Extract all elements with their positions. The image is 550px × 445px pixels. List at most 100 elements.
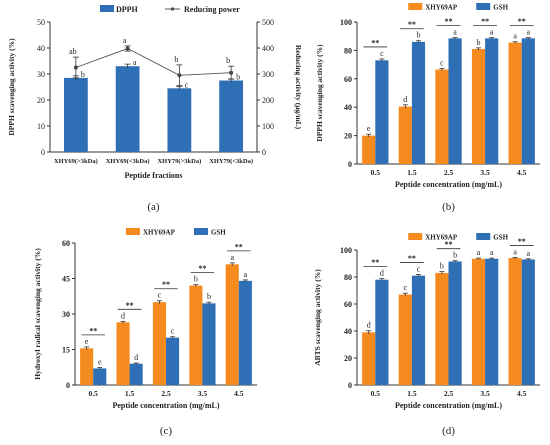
c-bar-letter: e <box>98 357 102 366</box>
c-legend-label-xhy69ap: XHY69AP <box>143 229 176 237</box>
a-y2-tick-label: 500 <box>262 18 274 27</box>
a-legend-marker-reducing <box>170 7 175 11</box>
d-legend-label-gsh: GSH <box>493 234 508 242</box>
d-bar-letter: c <box>417 265 421 274</box>
a-category-label: XHY79(>3kDa) <box>157 158 201 165</box>
a-line-point <box>73 65 78 70</box>
b-category-label: 0.5 <box>371 168 381 177</box>
c-category-label: 0.5 <box>89 389 99 398</box>
b-y-tick-label: 100 <box>340 18 352 27</box>
d-bar-gsh <box>411 275 426 385</box>
d-y-tick-label: 0 <box>348 381 352 390</box>
c-bar-gsh <box>202 303 216 385</box>
b-y-tick-label: 0 <box>348 160 352 169</box>
c-legend-label-gsh: GSH <box>211 229 226 237</box>
d-significance-mark: ** <box>408 254 416 263</box>
b-bar-gsh <box>411 41 426 164</box>
c-significance-mark: ** <box>89 326 97 335</box>
a-y2-tick-label: 200 <box>262 96 274 105</box>
d-bar-letter: d <box>367 321 371 330</box>
b-bar-xhy69ap <box>398 106 412 164</box>
a-legend-swatch-dpph <box>100 5 114 12</box>
b-bar-letter: a <box>453 28 457 37</box>
c-y-tick-label: 30 <box>62 310 70 319</box>
c-category-label: 2.5 <box>161 389 171 398</box>
d-bar-letter: a <box>490 248 494 257</box>
d-panel-label: (d) <box>442 425 455 437</box>
a-line-letter: b <box>174 55 178 64</box>
b-bar-letter: b <box>477 38 481 47</box>
c-bar-xhy69ap <box>116 322 130 385</box>
d-y-tick-label: 100 <box>340 246 352 255</box>
b-significance-mark: ** <box>445 17 453 26</box>
d-bar-xhy69ap <box>398 294 412 385</box>
d-y-tick-label: 60 <box>344 300 352 309</box>
b-bar-gsh <box>521 38 535 164</box>
b-legend-swatch-xhy69ap <box>408 3 423 10</box>
b-bar-letter: e <box>367 124 371 133</box>
c-bar-xhy69ap <box>152 302 166 385</box>
d-bar-letter: c <box>404 283 408 292</box>
c-bar-gsh <box>129 363 143 385</box>
a-y2-title: Reducing activity (μg/mL) <box>294 45 303 130</box>
a-line-letter: ab <box>69 47 77 56</box>
b-bar-xhy69ap <box>471 48 486 165</box>
b-bar-gsh <box>485 38 499 164</box>
d-y-title: ABTS scavenging activity (%) <box>313 269 322 366</box>
a-y-tick-label: 0 <box>41 148 45 157</box>
a-bar-letter: b <box>81 70 85 79</box>
a-y2-tick-label: 100 <box>262 122 274 131</box>
b-legend-label-xhy69ap: XHY69AP <box>425 4 458 12</box>
a-reducing-line <box>75 48 232 76</box>
b-category-label: 3.5 <box>480 168 490 177</box>
a-bar-letter: c <box>185 80 189 89</box>
c-legend-swatch-xhy69ap <box>125 228 140 235</box>
b-significance-mark: ** <box>481 17 489 26</box>
d-bar-xhy69ap <box>471 258 486 385</box>
b-bar-xhy69ap <box>508 42 522 165</box>
c-significance-mark: ** <box>126 301 134 310</box>
a-category-label: XHY79(<3kDa) <box>209 158 253 165</box>
c-bar-xhy69ap <box>189 285 203 385</box>
b-category-label: 4.5 <box>517 168 527 177</box>
a-y-title: DPPH scavenging activity (%) <box>7 38 16 136</box>
d-bar-letter: b <box>453 251 457 260</box>
b-x-title: Peptide concentration (mg/mL) <box>395 180 502 189</box>
d-x-title: Peptide concentration (mg/mL) <box>395 401 502 410</box>
c-panel-label: (c) <box>160 425 173 437</box>
c-bar-letter: e <box>85 337 89 346</box>
c-bar-letter: b <box>194 275 198 284</box>
b-legend-label-gsh: GSH <box>493 4 508 12</box>
c-bar-xhy69ap <box>225 264 239 385</box>
c-bar-gsh <box>238 280 252 385</box>
d-significance-mark: ** <box>518 237 526 246</box>
d-bar-letter: a <box>527 249 531 258</box>
a-line-letter: a <box>123 36 127 45</box>
b-category-label: 1.5 <box>407 168 417 177</box>
a-panel-label: (a) <box>147 201 160 213</box>
b-bar-letter: a <box>527 28 531 37</box>
c-bar-letter: d <box>134 353 138 362</box>
c-category-label: 1.5 <box>125 389 135 398</box>
b-bar-letter: b <box>416 31 420 40</box>
d-bar-gsh <box>448 261 462 385</box>
c-y-tick-label: 45 <box>62 275 70 284</box>
c-y-tick-label: 15 <box>62 346 70 355</box>
a-category-label: XHY69(<3kDa) <box>106 158 150 165</box>
b-panel-label: (b) <box>442 201 455 213</box>
c-significance-mark: ** <box>235 242 243 251</box>
d-legend-swatch-xhy69ap <box>408 233 423 240</box>
a-y2-tick-label: 400 <box>262 44 274 53</box>
b-significance-mark: ** <box>518 17 526 26</box>
b-bar-letter: c <box>440 58 444 67</box>
a-category-label: XHY69(>3kDa) <box>54 158 98 165</box>
b-bar-gsh <box>448 38 462 164</box>
b-y-tick-label: 60 <box>344 75 352 84</box>
a-y-tick-label: 40 <box>37 44 45 53</box>
b-y-tick-label: 80 <box>344 46 352 55</box>
d-bar-letter: b <box>440 262 444 271</box>
b-significance-mark: ** <box>371 38 379 47</box>
c-significance-mark: ** <box>162 280 170 289</box>
d-bar-gsh <box>485 258 499 385</box>
